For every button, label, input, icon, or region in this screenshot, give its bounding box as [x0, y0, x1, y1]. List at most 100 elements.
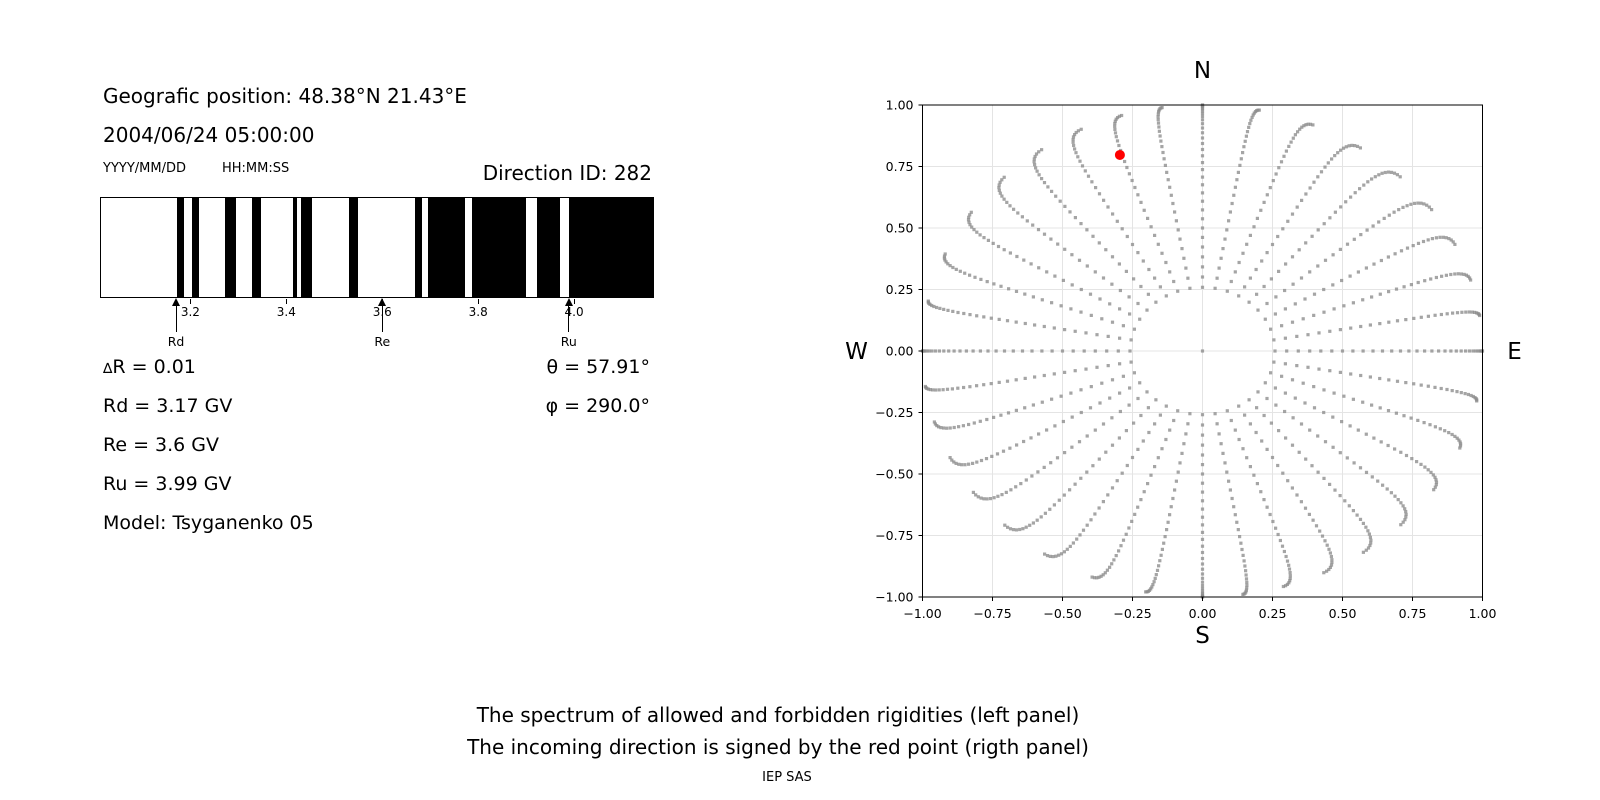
direction-dot	[1076, 155, 1080, 159]
direction-dot	[1228, 488, 1232, 492]
direction-dot	[964, 349, 968, 353]
direction-dot	[1284, 554, 1288, 559]
direction-dot	[1000, 178, 1004, 182]
direction-dot	[1233, 428, 1237, 432]
direction-dot	[1245, 586, 1249, 590]
direction-dot	[1256, 308, 1260, 312]
direction-dot	[1005, 379, 1010, 383]
direction-dot	[1225, 289, 1229, 293]
direction-dot	[1080, 164, 1085, 168]
direction-dot	[1049, 461, 1053, 465]
direction-dot	[1154, 398, 1158, 402]
direction-dot	[1040, 349, 1044, 353]
direction-dot	[1284, 149, 1288, 153]
direction-dot	[1162, 157, 1166, 161]
direction-dot	[1142, 208, 1146, 212]
direction-dot	[931, 388, 935, 392]
direction-dot	[1463, 392, 1467, 396]
direction-dot	[1389, 491, 1393, 495]
direction-dot	[1115, 139, 1120, 143]
direction-dot	[1020, 215, 1024, 219]
direction-dot	[1079, 388, 1083, 392]
direction-dot	[1200, 567, 1205, 571]
direction-dot	[1458, 446, 1462, 450]
direction-dot	[1014, 378, 1018, 382]
direction-dot	[997, 380, 1001, 384]
direction-dot	[1454, 349, 1458, 353]
direction-dot	[1387, 213, 1391, 217]
direction-dot	[1173, 488, 1177, 492]
direction-dot	[1339, 148, 1343, 152]
direction-dot	[1061, 278, 1065, 282]
direction-dot	[1297, 450, 1301, 454]
direction-dot	[1228, 210, 1232, 214]
direction-dot	[1303, 401, 1307, 405]
direction-dot	[1054, 194, 1058, 198]
direction-dot	[975, 384, 979, 388]
direction-dot	[944, 260, 948, 264]
direction-dot	[1186, 276, 1190, 280]
direction-dot	[1322, 410, 1326, 415]
direction-dot	[1322, 287, 1326, 292]
direction-dot	[1225, 228, 1229, 232]
direction-dot	[1405, 204, 1409, 208]
direction-dot	[960, 463, 964, 467]
rigidity-tick-label: 3.4	[276, 305, 296, 319]
direction-dot	[1349, 195, 1353, 199]
direction-dot	[927, 349, 931, 353]
direction-dot	[1145, 308, 1149, 312]
direction-dot	[1347, 144, 1351, 148]
direction-dot	[1110, 486, 1115, 490]
direction-dot	[1255, 292, 1259, 296]
direction-dot	[1260, 259, 1264, 263]
direction-dot	[1043, 552, 1047, 556]
direction-dot	[1071, 137, 1075, 142]
direction-dot	[934, 388, 938, 392]
direction-dot	[1285, 582, 1289, 586]
direction-dot	[1379, 258, 1383, 263]
direction-dot	[1048, 507, 1052, 511]
direction-dot	[1342, 394, 1346, 398]
direction-dot	[1449, 349, 1453, 353]
direction-dot	[1063, 328, 1067, 332]
direction-dot	[1295, 493, 1299, 497]
direction-dot	[941, 388, 945, 392]
direction-dot	[1283, 288, 1287, 293]
direction-dot	[1128, 349, 1132, 353]
direction-dot	[1200, 523, 1205, 527]
direction-dot	[952, 349, 956, 353]
direction-dot	[1056, 242, 1060, 246]
direction-dot	[1031, 521, 1035, 525]
direction-dot	[1150, 585, 1154, 589]
direction-dot	[1474, 349, 1478, 353]
direction-dot	[1050, 301, 1054, 305]
direction-dot	[1160, 547, 1164, 551]
direction-dot	[1232, 505, 1236, 509]
direction-dot	[1106, 493, 1110, 497]
model-text: Model: Tsyganenko 05	[103, 512, 314, 534]
direction-dot	[1394, 411, 1398, 415]
direction-dot	[1141, 439, 1145, 443]
direction-dot	[982, 497, 986, 501]
direction-dot	[1289, 140, 1293, 144]
direction-dot	[1398, 349, 1403, 353]
direction-dot	[1084, 367, 1088, 371]
allowed-rigidity-band	[537, 198, 561, 297]
direction-dot	[1331, 283, 1335, 287]
direction-dot	[1090, 180, 1094, 184]
direction-dot	[1451, 311, 1455, 315]
direction-dot	[1412, 316, 1416, 320]
direction-dot	[1308, 122, 1313, 126]
rd-value: Rd = 3.17 GV	[103, 395, 233, 417]
direction-dot	[1239, 541, 1243, 545]
direction-dot	[1085, 434, 1089, 438]
direction-dot	[985, 417, 989, 422]
direction-dot	[1219, 442, 1223, 446]
direction-dot	[1237, 294, 1241, 298]
direction-dot	[1165, 170, 1169, 174]
direction-dot	[1457, 438, 1461, 442]
direction-dot	[1112, 558, 1116, 562]
direction-dot	[1259, 490, 1263, 494]
direction-dot	[1054, 554, 1058, 558]
